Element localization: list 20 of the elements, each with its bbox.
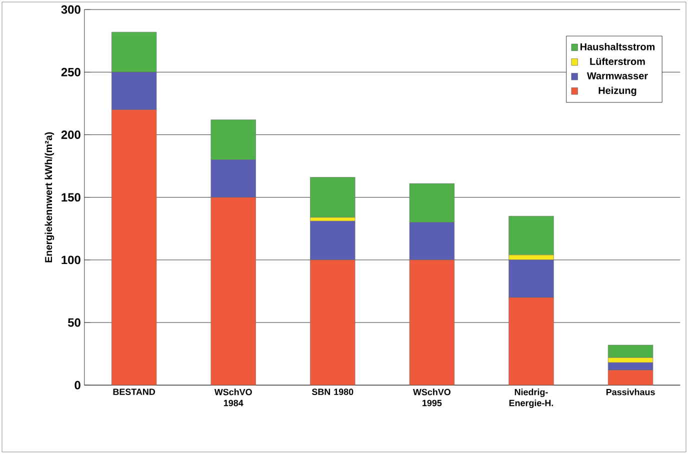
y-tick-label: 300	[61, 5, 80, 14]
x-tick-label: WSchVO 1984	[214, 388, 252, 406]
y-tick-label: 50	[68, 318, 80, 327]
legend-label: Warmwasser	[586, 72, 648, 80]
y-tick-label: 250	[61, 68, 80, 76]
legend-label: Haushaltsstrom	[580, 43, 655, 50]
x-tick-label: WSchVO 1995	[413, 388, 450, 406]
bar	[310, 177, 356, 218]
x-tick-label: Passivhaus	[606, 388, 655, 396]
x-tick-label: BESTAND	[113, 388, 156, 395]
y-tick-label: 200	[61, 130, 80, 139]
y-tick-label: 150	[62, 193, 80, 202]
bar	[508, 216, 554, 256]
x-tick-label: Niedrig-Energie-H.	[509, 388, 554, 408]
y-tick-label: 0	[74, 380, 80, 390]
legend-label: Lüfterstrom	[590, 58, 645, 66]
x-tick-label: SBN 1980	[312, 388, 354, 395]
legend-label: Heizung	[598, 86, 636, 96]
y-axis-title: Energiekennwert kWh/(m²a)	[44, 132, 54, 262]
y-tick-label: 100	[62, 256, 80, 264]
